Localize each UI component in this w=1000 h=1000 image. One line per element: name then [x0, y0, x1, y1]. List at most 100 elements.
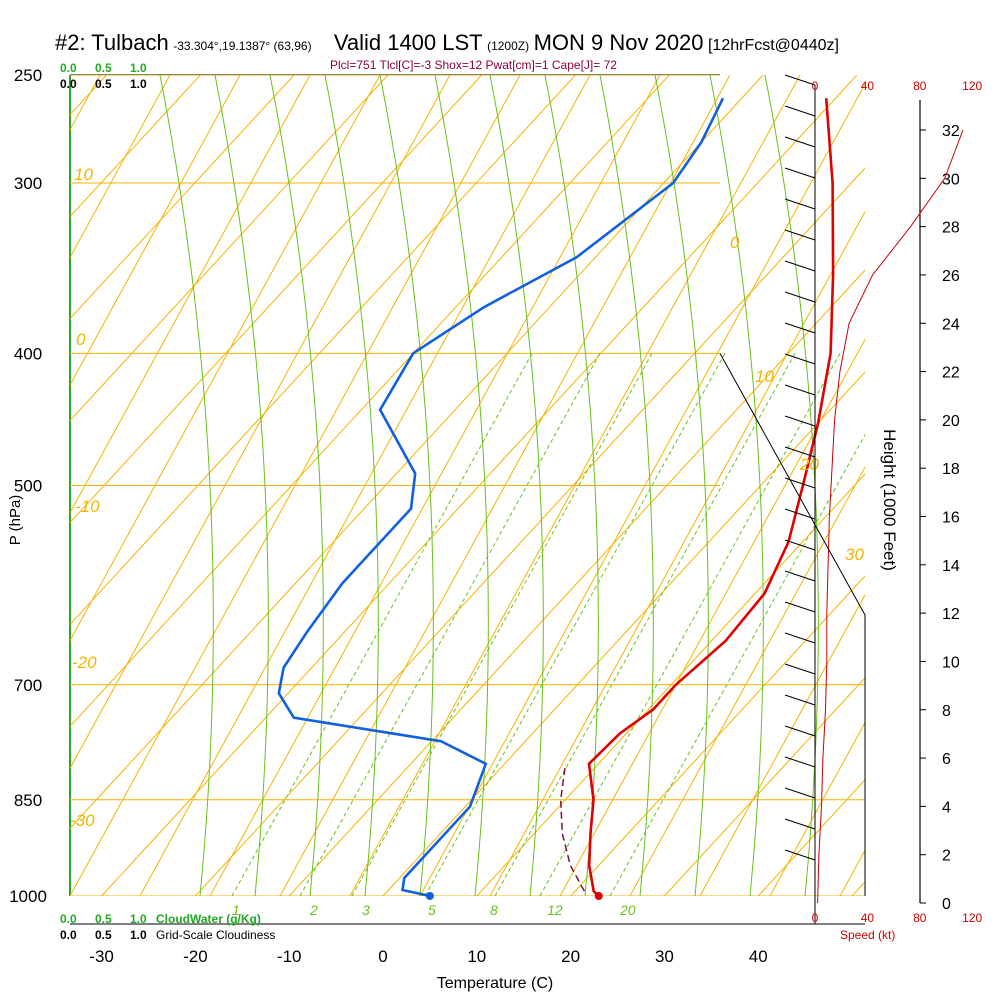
- height-tick-label: 12: [942, 606, 960, 623]
- moist-adiabat-line: [214, 75, 269, 896]
- top_scale_green-label: 1.0: [130, 61, 147, 75]
- dry-adiabat-line: [70, 75, 451, 770]
- height-tick-label: 10: [942, 654, 960, 671]
- isotherm-line: [382, 371, 865, 896]
- chart-boundary-line: [719, 353, 866, 896]
- wind-barb: [784, 136, 816, 148]
- wind-barb: [784, 508, 816, 520]
- grid-group: [70, 75, 1000, 896]
- isotherm-label: 30: [845, 545, 864, 564]
- valid-date: MON 9 Nov 2020: [533, 30, 704, 55]
- moist-adiabat-line: [269, 75, 324, 896]
- x-tick-label: -30: [89, 947, 114, 966]
- bottom_scale_black-label: 0.5: [95, 928, 112, 942]
- wind-speed-bottom-tick: 0: [812, 911, 819, 925]
- x-tick-label: 30: [655, 947, 674, 966]
- dry-adiabat-line: [70, 75, 241, 387]
- mixing-ratio-label: 5: [428, 902, 436, 918]
- wind-barb: [784, 663, 816, 675]
- wind-barb: [784, 539, 816, 551]
- wind-barb: [784, 601, 816, 613]
- wind-barb: [784, 849, 816, 861]
- height-tick-label: 16: [942, 510, 960, 527]
- wind-barb: [784, 477, 816, 489]
- y-axis-title: P (hPa): [7, 495, 24, 546]
- isotherm-label: 0: [730, 233, 740, 252]
- wind-barb: [784, 756, 816, 768]
- mixing-ratio-line: [299, 353, 601, 896]
- mixing-ratio-line: [231, 353, 533, 896]
- dry-adiabat-line: [139, 75, 591, 896]
- wind-barb: [784, 570, 816, 582]
- dry-adiabat-line: [910, 75, 1000, 896]
- wind-speed-profile-line: [817, 129, 964, 904]
- height-tick-label: 26: [942, 268, 960, 285]
- x-tick-label: -20: [183, 947, 208, 966]
- x-tick-label: 0: [378, 947, 387, 966]
- x-tick-label: -10: [277, 947, 302, 966]
- top_scale_black-label: 1.0: [130, 77, 147, 91]
- height-tick-label: 8: [942, 703, 951, 720]
- isotherm-label: -20: [72, 653, 97, 672]
- y-tick-label: 300: [14, 174, 42, 193]
- height-tick-label: 2: [942, 848, 951, 865]
- mixing-ratio-line: [609, 433, 865, 896]
- isotherm-line: [101, 75, 858, 896]
- station-name: #2: Tulbach: [55, 30, 169, 55]
- y-tick-label: 850: [14, 791, 42, 810]
- height-tick-label: 6: [942, 751, 951, 768]
- height-tick-label: 18: [942, 461, 960, 478]
- isotherm-line: [195, 167, 865, 896]
- moist-adiabat-line: [324, 75, 379, 896]
- wind-barb: [784, 694, 816, 706]
- wind-speed-axis-title: Speed (kt): [840, 928, 895, 942]
- wind-speed-top-tick: 40: [861, 79, 875, 93]
- x-tick-label: 20: [561, 947, 580, 966]
- wind-barb: [784, 291, 816, 303]
- bottom_scale_green-label: 0.5: [95, 912, 112, 926]
- moist-adiabat-line: [379, 75, 434, 896]
- mixing-ratio-label: 3: [362, 902, 370, 918]
- wind-barb: [784, 725, 816, 737]
- isotherm-label: -10: [75, 497, 100, 516]
- wind-barb: [784, 787, 816, 799]
- mixing-ratio-line: [351, 353, 653, 896]
- wind-barb: [784, 74, 816, 86]
- wind-barb: [784, 229, 816, 241]
- bottom_scale_green-label: 0.0: [60, 912, 77, 926]
- moist-adiabat-line: [709, 75, 764, 896]
- wind-speed-bottom-tick: 80: [913, 911, 927, 925]
- moist-adiabat-line: [599, 75, 654, 896]
- height-tick-label: 22: [942, 365, 960, 382]
- isotherm-line: [70, 75, 670, 728]
- isotherm-line: [757, 779, 865, 896]
- wind-barb: [784, 105, 816, 117]
- moist-adiabat-line: [544, 75, 599, 896]
- isotherm-label: 10: [755, 367, 774, 386]
- mixing-ratio-line: [494, 353, 796, 896]
- top_scale_black-label: 0.0: [60, 77, 77, 91]
- wind-barb: [784, 818, 816, 830]
- wind-barb: [784, 260, 816, 272]
- top_scale_black-label: 0.5: [95, 77, 112, 91]
- dry-adiabat-line: [559, 338, 865, 896]
- top_scale_green-label: 0.5: [95, 61, 112, 75]
- mixing-ratio-line: [539, 353, 841, 896]
- valid-time: Valid 1400 LST: [333, 30, 483, 55]
- height-tick-label: 24: [942, 316, 960, 333]
- height-tick-label: 30: [942, 171, 960, 188]
- wind-barb: [784, 167, 816, 179]
- dry-adiabat-line: [70, 75, 311, 514]
- y-tick-label: 250: [14, 66, 42, 85]
- height-tick-label: 0: [942, 896, 951, 913]
- isotherm-label: -30: [70, 811, 95, 830]
- sounding-parameters: Plcl=751 Tlcl[C]=-3 Shox=12 Pwat[cm]=1 C…: [330, 58, 617, 72]
- wind-speed-top-tick: 120: [962, 79, 982, 93]
- moist-adiabat-line: [434, 75, 489, 896]
- cloudiness-label: Grid-Scale Cloudiness: [156, 928, 275, 942]
- wind-speed-top-tick: 80: [913, 79, 927, 93]
- mixing-ratio-label: 8: [490, 902, 498, 918]
- series-dewpoint-line: [277, 97, 725, 898]
- height-tick-label: 28: [942, 220, 960, 237]
